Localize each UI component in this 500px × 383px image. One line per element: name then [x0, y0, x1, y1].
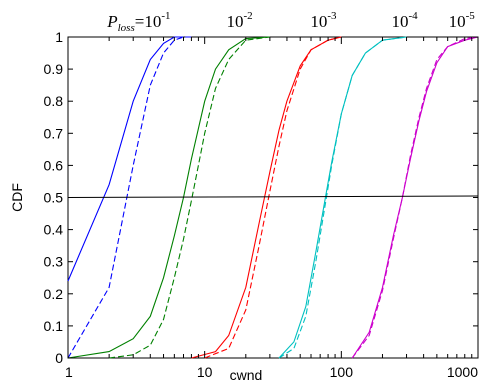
annotations-group: Ploss=10-1 10-2 10-3 10-4 10-5 [106, 10, 475, 34]
series-line-4-dashed [109, 36, 270, 359]
y-tick-label: 0.8 [44, 93, 64, 109]
series-line-9-solid [351, 36, 479, 359]
y-tick-label: 0.2 [44, 286, 64, 302]
y-tick-label: 0 [55, 350, 63, 366]
annotation-text: 10-5 [449, 10, 476, 31]
series-line-5-solid [191, 36, 342, 359]
annotation-ploss-4: 10-4 [391, 10, 418, 31]
annotation-text: 10-4 [391, 10, 418, 31]
y-tick-label: 0.9 [44, 61, 64, 77]
series-line-1-solid [67, 36, 184, 282]
hline-0-5 [67, 195, 479, 198]
y-tick-label: 0.5 [44, 190, 64, 206]
x-tick-label: 1000 [447, 364, 478, 380]
y-tick-label: 0.7 [44, 125, 64, 141]
median-line [67, 195, 479, 198]
annotation-ploss-2: 10-2 [226, 10, 252, 31]
annotation-ploss-5: 10-5 [449, 10, 476, 31]
annotation-ploss-3: 10-3 [310, 10, 337, 31]
series-line-8-dashed [278, 36, 407, 359]
x-tick-label: 100 [330, 364, 354, 380]
x-tick-label: 10 [197, 364, 213, 380]
y-tick-label: 1 [55, 29, 63, 45]
series-line-7-solid [278, 36, 407, 359]
y-tick-label: 0.6 [44, 157, 64, 173]
series-line-10-dashed [351, 36, 479, 359]
annotation-text: Ploss=10-1 [106, 10, 170, 34]
annotation-ploss-1: Ploss=10-1 [106, 10, 170, 34]
x-tick-label: 1 [65, 364, 73, 380]
x-axis-label: cwnd [230, 367, 263, 383]
y-axis-label: CDF [9, 183, 25, 212]
series-line-6-dashed [204, 36, 342, 359]
ticks-group: 0 0.1 0.2 0.3 0.4 0.5 0.6 0.7 0.8 0.9 1 1 10 100 1000 [44, 29, 479, 380]
y-tick-label: 0.4 [44, 222, 64, 238]
y-tick-label: 0.1 [44, 318, 64, 334]
series-line-2-dashed [67, 36, 192, 359]
y-tick-label: 0.3 [44, 254, 64, 270]
annotation-text: 10-2 [226, 10, 252, 31]
annotation-text: 10-3 [310, 10, 337, 31]
